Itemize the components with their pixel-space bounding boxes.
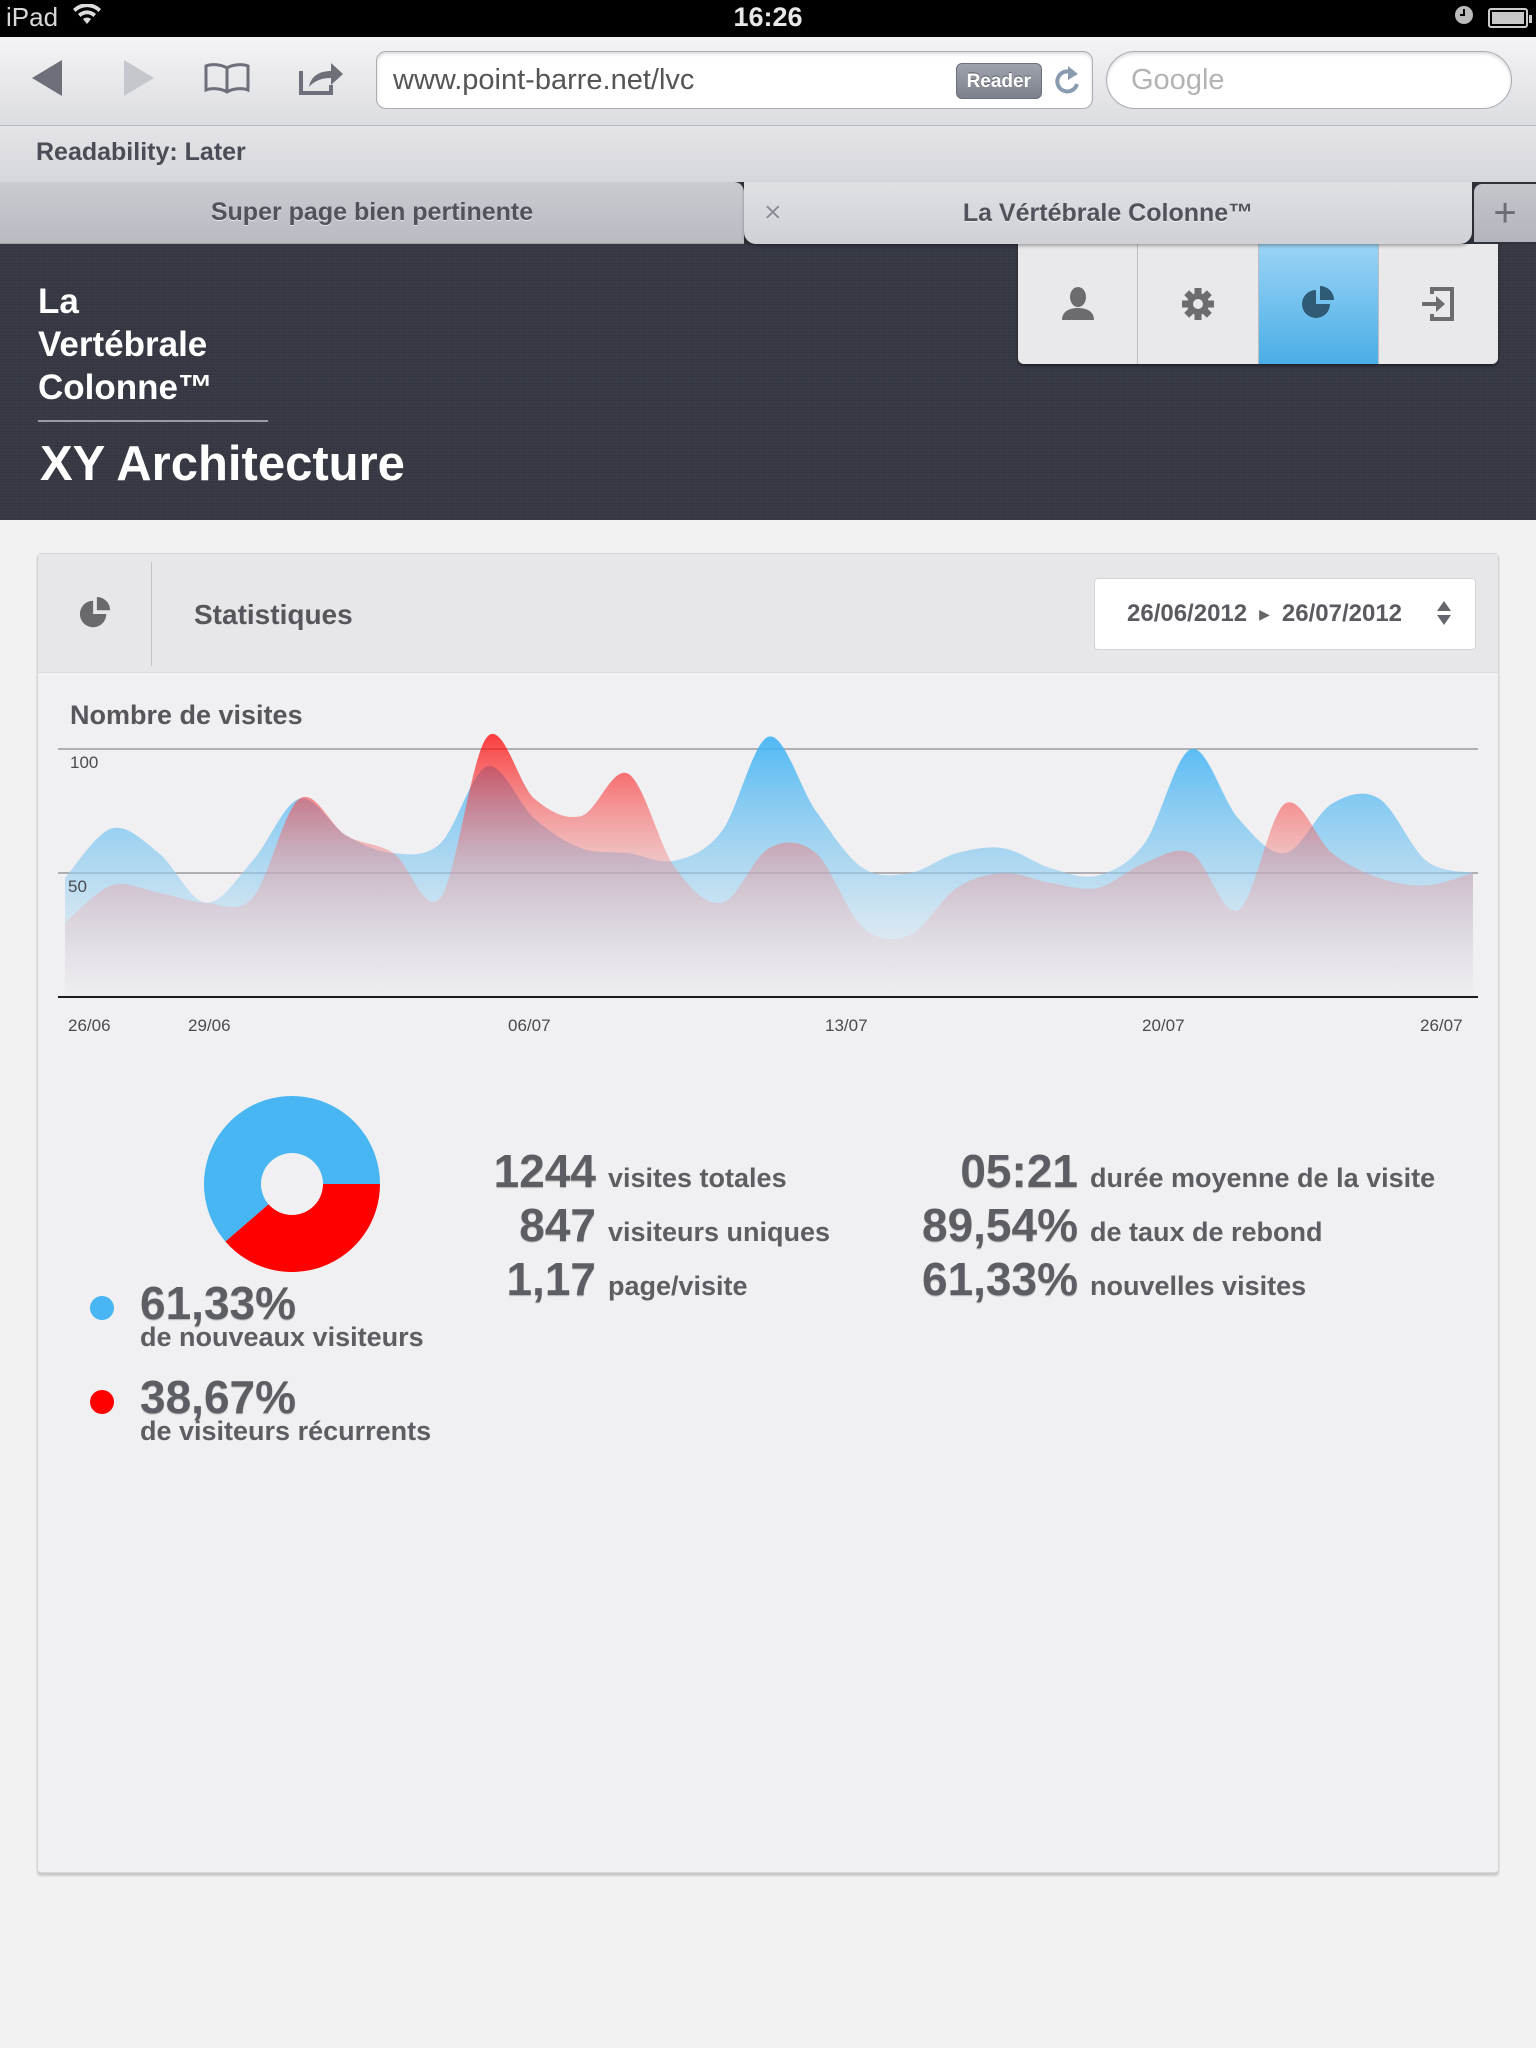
panel-icon: [38, 562, 152, 666]
x-tick: 26/07: [1420, 1016, 1463, 1035]
clock: 16:26: [733, 2, 803, 32]
close-tab-icon[interactable]: ×: [764, 196, 782, 229]
legend-dot-red: [90, 1390, 114, 1414]
pie-chart-icon: [1302, 286, 1335, 318]
x-tick: 29/06: [188, 1016, 231, 1035]
tab-label: Super page bien pertinente: [210, 198, 534, 226]
chart-canvas: [58, 733, 1478, 998]
panel-title: Statistiques: [194, 599, 353, 630]
date-range-picker[interactable]: 26/06/2012 ▶ 26/07/2012: [1094, 578, 1476, 650]
nav-logout-button[interactable]: [1379, 244, 1498, 364]
date-from: 26/06/2012: [1127, 600, 1248, 627]
gear-icon: [1181, 288, 1214, 320]
forward-arrow-icon: [124, 60, 154, 96]
back-arrow-icon: [32, 60, 62, 96]
share-icon: [299, 63, 343, 95]
bookmarks-button[interactable]: [202, 55, 252, 101]
x-tick: 13/07: [825, 1016, 868, 1035]
stat-pages-per-visit: 1,17 page/visite: [506, 1253, 748, 1305]
share-button[interactable]: [296, 55, 346, 101]
legend-value: 61,33%: [140, 1277, 297, 1329]
legend-value: 38,67%: [140, 1371, 297, 1423]
donut-slice-1: [225, 1184, 381, 1272]
book-icon: [204, 63, 250, 94]
address-bar[interactable]: www.point-barre.net/lvc Reader: [376, 51, 1093, 109]
date-to: 26/07/2012: [1281, 600, 1403, 627]
panel-header: Statistiques 26/06/2012 ▶ 26/07/2012: [38, 554, 1498, 673]
visitor-donut-chart: [204, 1096, 381, 1272]
back-button[interactable]: [22, 55, 72, 101]
nav-account-button[interactable]: [1018, 244, 1139, 364]
legend-label: de visiteurs récurrents: [140, 1416, 432, 1446]
tab-bar: Super page bien pertinente × La Vértébra…: [0, 182, 1536, 244]
app-header: La Vertébrale Colonne™ XY Architecture: [0, 244, 1536, 520]
legend-dot-blue: [90, 1296, 114, 1320]
status-bar: iPad 16:26: [0, 0, 1536, 37]
stat-new-visits: 61,33% nouvelles visites: [921, 1253, 1307, 1305]
up-down-chevron-icon: [1437, 601, 1451, 625]
bookmark-readability-later[interactable]: Readability: Later: [36, 138, 246, 166]
stat-total-visits: 1244 visites totales: [493, 1145, 787, 1197]
nav-statistics-button[interactable]: [1258, 244, 1379, 364]
tab-label: La Vértébrale Colonne™: [962, 198, 1254, 227]
alarm-clock-icon: [1454, 5, 1474, 30]
x-tick: 06/07: [508, 1016, 551, 1035]
device-name: iPad: [6, 2, 59, 32]
statistics-panel: Statistiques 26/06/2012 ▶ 26/07/2012 Nom…: [37, 553, 1499, 1873]
y-tick-100: 100: [70, 753, 99, 772]
search-input[interactable]: [1131, 64, 1491, 97]
stat-bounce-rate: 89,54% de taux de rebond: [921, 1199, 1323, 1251]
series-area-1: [65, 733, 1473, 997]
x-tick: 20/07: [1142, 1016, 1185, 1035]
url-text[interactable]: www.point-barre.net/lvc: [393, 64, 695, 96]
brand-logo[interactable]: La Vertébrale Colonne™: [38, 282, 213, 407]
x-tick: 26/06: [68, 1016, 111, 1035]
arrow-right-icon: ▶: [1259, 605, 1270, 622]
reload-icon[interactable]: [1052, 64, 1082, 103]
new-tab-button[interactable]: +: [1474, 184, 1536, 242]
battery-icon: [1488, 7, 1532, 28]
reader-button[interactable]: Reader: [955, 63, 1042, 99]
client-name: XY Architecture: [40, 437, 405, 491]
forward-button[interactable]: [114, 55, 164, 101]
main-nav: [1018, 244, 1498, 364]
y-tick-50: 50: [68, 877, 87, 896]
browser-toolbar: www.point-barre.net/lvc Reader: [0, 37, 1536, 126]
brand-divider: [38, 420, 268, 422]
stats-engagement: 05:21 durée moyenne de la visite 89,54% …: [878, 1144, 1435, 1306]
wifi-icon: [72, 2, 102, 33]
stat-unique-visitors: 847 visiteurs uniques: [519, 1199, 831, 1251]
chart-title: Nombre de visites: [70, 700, 303, 730]
tab-super-page[interactable]: Super page bien pertinente: [0, 182, 744, 244]
nav-settings-button[interactable]: [1138, 244, 1259, 364]
user-icon: [1061, 287, 1094, 320]
legend-label: de nouveaux visiteurs: [140, 1322, 424, 1352]
stat-avg-duration: 05:21 durée moyenne de la visite: [960, 1145, 1436, 1197]
visits-area-chart: 100 50 26/06 29/06 06/07 13/07 20/07 26/…: [38, 729, 1500, 1049]
pie-chart-icon: [79, 597, 110, 628]
stats-visits: 1244 visites totales 847 visiteurs uniqu…: [458, 1144, 830, 1306]
tab-la-vertebrale-colonne[interactable]: × La Vértébrale Colonne™: [744, 182, 1472, 244]
bookmarks-bar: Readability: Later: [0, 126, 1536, 182]
logout-icon: [1422, 287, 1455, 321]
search-bar[interactable]: [1106, 51, 1512, 109]
